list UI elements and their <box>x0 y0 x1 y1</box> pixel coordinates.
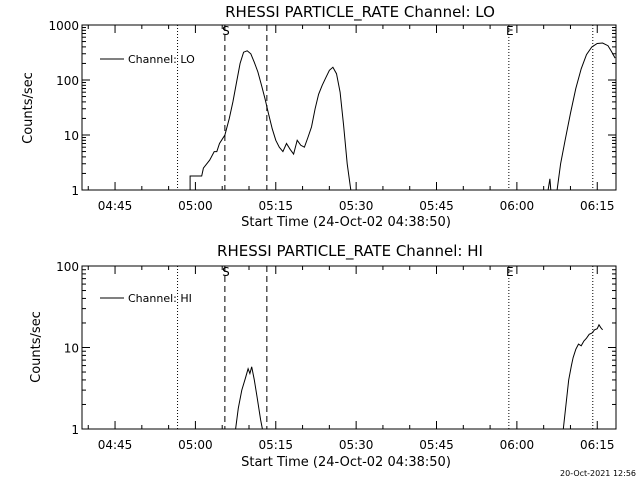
chart-lo-panel: RHESSI PARTICLE_RATE Channel: LO Counts/… <box>21 3 617 230</box>
x-tick-label: 05:30 <box>339 438 374 452</box>
x-tick-label: 05:30 <box>339 199 374 213</box>
footer-timestamp: 20-Oct-2021 12:56 <box>560 469 636 478</box>
chart-title: RHESSI PARTICLE_RATE Channel: LO <box>225 3 495 22</box>
legend: Channel: HI <box>100 292 192 305</box>
x-axis-label: Start Time (24-Oct-02 04:38:50) <box>241 455 451 470</box>
y-axis-label: Counts/sec <box>29 311 44 383</box>
plot-frame <box>81 265 617 430</box>
y-tick-label: 10 <box>64 342 79 356</box>
series-line <box>562 323 603 429</box>
x-tick-label: 05:00 <box>178 199 213 213</box>
legend: Channel: LO <box>100 53 195 66</box>
chart-hi-panel: RHESSI PARTICLE_RATE Channel: HI Counts/… <box>29 242 617 470</box>
y-tick-label: 100 <box>56 260 79 274</box>
x-tick-label: 05:45 <box>419 199 454 213</box>
marker-label: E <box>506 24 514 38</box>
legend-label: Channel: LO <box>128 53 195 66</box>
chart-title: RHESSI PARTICLE_RATE Channel: HI <box>217 242 483 261</box>
marker-label: S <box>222 265 230 279</box>
y-tick-label: 1 <box>71 423 79 437</box>
y-tick-label: 1 <box>71 184 79 198</box>
x-tick-label: 05:00 <box>178 438 213 452</box>
series-line <box>189 50 352 190</box>
x-tick-label: 05:45 <box>419 438 454 452</box>
x-tick-label: 06:15 <box>580 199 615 213</box>
x-tick-label: 05:15 <box>258 438 293 452</box>
series-line <box>235 366 263 429</box>
plot-frame <box>81 24 617 191</box>
y-tick-label: 1000 <box>48 19 79 33</box>
y-axis-label: Counts/sec <box>21 72 36 144</box>
x-tick-label: 06:15 <box>580 438 615 452</box>
y-tick-label: 100 <box>56 74 79 88</box>
x-tick-label: 06:00 <box>500 199 535 213</box>
legend-label: Channel: HI <box>128 292 192 305</box>
x-tick-label: 04:45 <box>98 199 133 213</box>
x-tick-label: 05:15 <box>258 199 293 213</box>
marker-label: S <box>222 24 230 38</box>
y-tick-label: 10 <box>64 129 79 143</box>
x-axis-label: Start Time (24-Oct-02 04:38:50) <box>241 215 451 230</box>
x-tick-label: 04:45 <box>98 438 133 452</box>
series-line <box>547 42 616 190</box>
x-tick-label: 06:00 <box>500 438 535 452</box>
marker-label: E <box>506 265 514 279</box>
